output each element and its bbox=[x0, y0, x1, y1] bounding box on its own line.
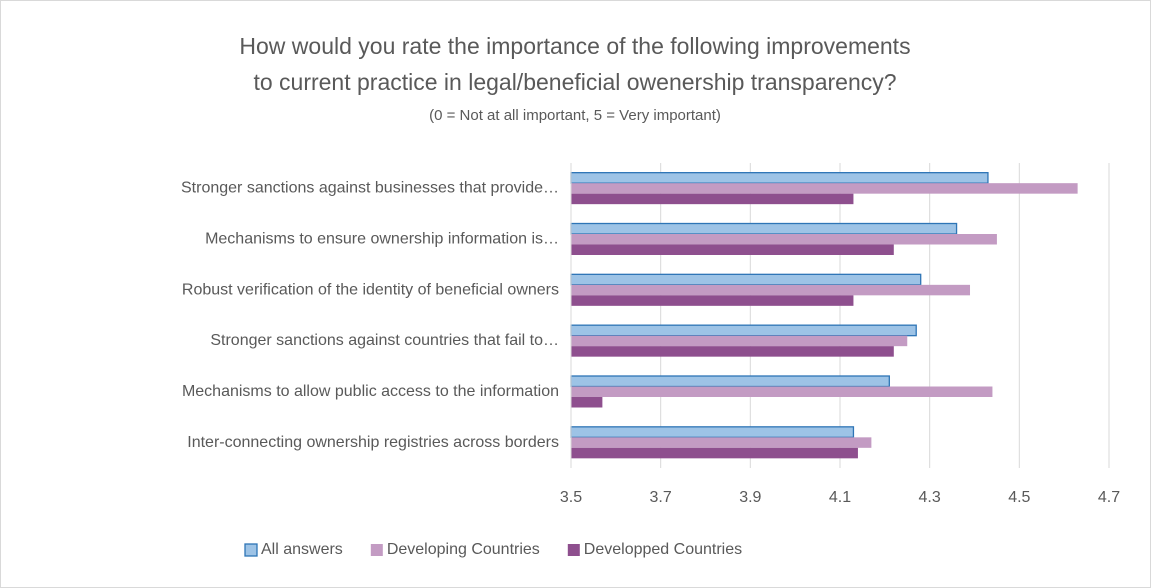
bar bbox=[571, 386, 993, 397]
chart-title: How would you rate the importance of the… bbox=[239, 33, 910, 59]
bar bbox=[570, 426, 855, 438]
bar bbox=[571, 346, 894, 357]
bar bbox=[570, 172, 989, 184]
bar bbox=[571, 335, 908, 347]
y-tick-label: Robust verification of the identity of b… bbox=[182, 281, 559, 298]
x-tick-label: 3.7 bbox=[650, 489, 672, 506]
bar bbox=[570, 375, 890, 388]
bar bbox=[571, 183, 1078, 194]
bar bbox=[571, 193, 854, 205]
y-tick-label: Mechanisms to allow public access to the… bbox=[182, 383, 559, 400]
bar bbox=[571, 295, 854, 306]
y-tick-label: Stronger sanctions against countries tha… bbox=[210, 332, 559, 349]
x-tick-label: 4.5 bbox=[1008, 489, 1030, 506]
bar bbox=[571, 437, 872, 448]
chart-subtitle: (0 = Not at all important, 5 = Very impo… bbox=[429, 107, 721, 124]
legend-swatch bbox=[567, 544, 580, 556]
y-tick-label: Mechanisms to ensure ownership informati… bbox=[205, 230, 559, 247]
x-tick-label: 4.1 bbox=[829, 489, 851, 506]
chart-title: to current practice in legal/beneficial … bbox=[253, 69, 896, 95]
x-tick-label: 3.9 bbox=[739, 489, 761, 506]
legend-swatch bbox=[370, 544, 383, 556]
bar bbox=[570, 273, 922, 286]
legend-label: Developing Countries bbox=[387, 541, 540, 558]
legend-label: Developped Countries bbox=[584, 541, 742, 558]
x-tick-label: 4.7 bbox=[1098, 489, 1120, 506]
legend-label: All answers bbox=[261, 541, 343, 558]
bar bbox=[571, 244, 894, 255]
y-tick-label: Inter-connecting ownership registries ac… bbox=[187, 434, 559, 451]
bar bbox=[571, 284, 971, 296]
bar bbox=[571, 397, 603, 408]
bar bbox=[571, 234, 997, 245]
bar bbox=[571, 447, 858, 459]
bar bbox=[570, 222, 958, 235]
bar bbox=[570, 324, 917, 337]
y-tick-label: Stronger sanctions against businesses th… bbox=[181, 180, 559, 197]
x-tick-label: 3.5 bbox=[560, 489, 582, 506]
legend-swatch bbox=[244, 543, 258, 557]
x-tick-label: 4.3 bbox=[919, 489, 941, 506]
